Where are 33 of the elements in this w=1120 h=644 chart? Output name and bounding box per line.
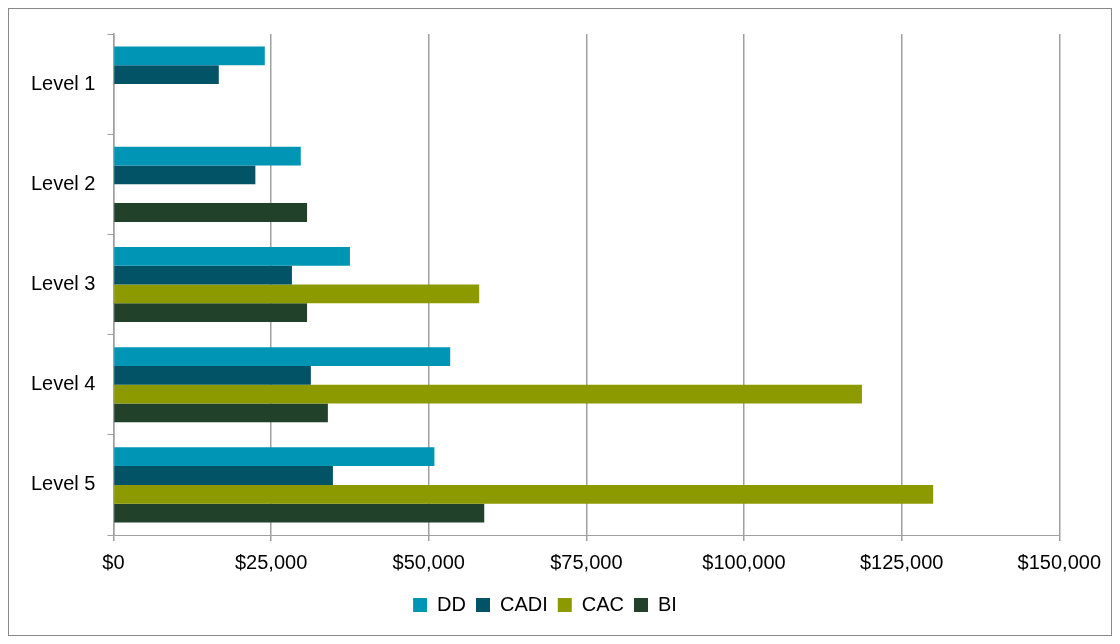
bar — [114, 384, 862, 404]
bar — [114, 265, 292, 285]
bar — [114, 447, 435, 467]
bar — [114, 203, 308, 222]
y-tick-label: Level 3 — [30, 272, 96, 295]
bar — [114, 65, 219, 85]
x-tick-label: $75,000 — [550, 550, 623, 573]
x-tick-label: $50,000 — [392, 550, 465, 573]
y-tick-label: Level 1 — [30, 71, 96, 94]
bar — [114, 365, 311, 385]
bar — [114, 403, 328, 423]
bar — [114, 146, 301, 166]
y-tick-label: Level 5 — [30, 472, 96, 495]
x-tick-label: $150,000 — [1017, 550, 1101, 573]
bar — [114, 466, 333, 485]
bar — [114, 347, 451, 366]
legend-label: BI — [658, 592, 677, 615]
bar — [114, 484, 934, 504]
bar — [114, 303, 308, 323]
legend-label: CADI — [499, 592, 548, 615]
bar — [114, 165, 256, 185]
bar — [114, 284, 480, 304]
x-tick-label: $25,000 — [234, 550, 308, 573]
bar — [114, 246, 350, 266]
bar — [114, 503, 485, 523]
y-tick-label: Level 2 — [30, 171, 96, 194]
x-tick-label: $0 — [102, 550, 125, 573]
bar — [114, 46, 265, 66]
x-tick-label: $100,000 — [702, 550, 786, 573]
x-tick-label: $125,000 — [859, 550, 944, 573]
legend-label: DD — [437, 592, 466, 615]
y-tick-label: Level 4 — [30, 372, 96, 395]
legend-label: CAC — [581, 592, 625, 615]
